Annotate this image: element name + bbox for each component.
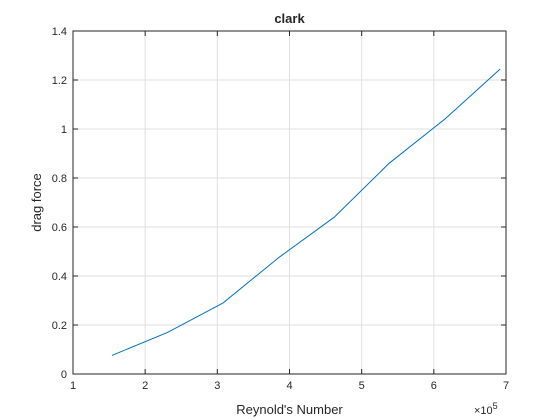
y-tick-label: 0: [61, 369, 67, 381]
x-tick-label: 5: [359, 380, 365, 392]
x-axis-exponent-base: ×10: [474, 405, 493, 417]
y-tick-label: 0.2: [52, 320, 67, 332]
x-tick-label: 3: [214, 380, 220, 392]
y-tick-label: 0.6: [52, 222, 67, 234]
ticks: [72, 30, 507, 375]
x-tick-label: 7: [503, 380, 509, 392]
y-tick-label: 0.8: [52, 173, 67, 185]
series-line: [111, 68, 501, 356]
y-tick-label: 1.4: [52, 26, 67, 38]
tick-labels: 1 2 3 4 5 6 7 0 0.2 0.4 0.6 0.8 1 1.2 1.4: [52, 26, 509, 392]
x-axis-exponent-power: 5: [493, 401, 498, 411]
x-axis-exponent: ×105: [474, 401, 498, 417]
x-tick-label: 1: [70, 380, 76, 392]
grid: [73, 31, 506, 374]
x-tick-label: 2: [142, 380, 148, 392]
chart-title: clark: [274, 11, 305, 26]
series-layer: [111, 68, 501, 356]
y-axis-label: drag force: [29, 173, 44, 232]
x-tick-label: 4: [286, 380, 292, 392]
y-tick-label: 1: [61, 124, 67, 136]
y-tick-label: 0.4: [52, 271, 67, 283]
x-tick-label: 6: [431, 380, 437, 392]
y-tick-label: 1.2: [52, 75, 67, 87]
x-axis-label: Reynold's Number: [236, 402, 343, 417]
